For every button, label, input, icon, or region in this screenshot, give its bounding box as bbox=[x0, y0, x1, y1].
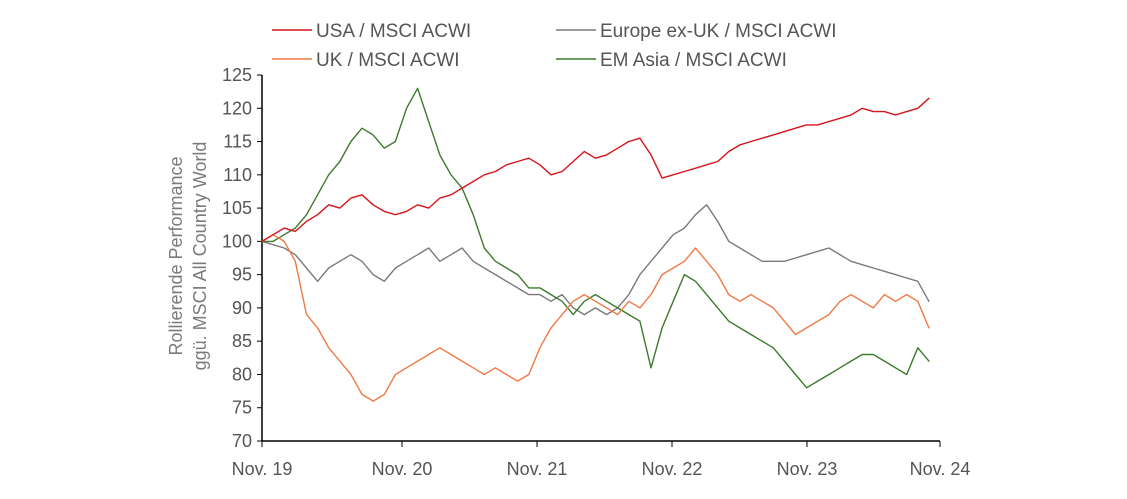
y-tick-label: 105 bbox=[222, 198, 252, 218]
series-line-2 bbox=[261, 204, 930, 316]
y-tick-label: 95 bbox=[232, 265, 252, 285]
y-tick-label: 110 bbox=[223, 165, 252, 185]
series-layer bbox=[261, 87, 930, 402]
legend-label-0: USA / MSCI ACWI bbox=[316, 21, 471, 42]
x-tick-label: Nov. 22 bbox=[642, 459, 703, 479]
y-tick-label: 80 bbox=[232, 364, 252, 384]
legend: USA / MSCI ACWI UK / MSCI ACWI Europe ex-U… bbox=[272, 21, 837, 71]
y-axis-title-line-2: ggü. MSCI All Country World bbox=[190, 142, 210, 371]
series-line-0 bbox=[261, 97, 930, 243]
y-tick-label: 100 bbox=[222, 231, 252, 251]
y-tick-label: 120 bbox=[222, 98, 252, 118]
series-line-1 bbox=[261, 234, 930, 402]
series-line-3 bbox=[261, 87, 930, 389]
x-tick-label: Nov. 19 bbox=[232, 459, 293, 479]
y-axis: 70 75 80 85 90 95 100 105 110 115 120 125 bbox=[222, 65, 263, 451]
y-tick-label: 90 bbox=[232, 298, 252, 318]
y-tick-label: 115 bbox=[223, 132, 252, 152]
y-axis-title-line-1: Rollierende Performance bbox=[166, 156, 186, 355]
y-tick-label: 85 bbox=[232, 331, 252, 351]
x-tick-label: Nov. 20 bbox=[372, 459, 433, 479]
y-tick-label: 75 bbox=[232, 398, 252, 418]
x-tick-label: Nov. 24 bbox=[910, 459, 971, 479]
legend-label-2: Europe ex-UK / MSCI ACWI bbox=[600, 21, 837, 42]
legend-label-3: EM Asia / MSCI ACWI bbox=[600, 50, 787, 71]
y-axis-title: Rollierende Performance ggü. MSCI All Co… bbox=[166, 142, 210, 371]
y-tick-label: 70 bbox=[232, 431, 252, 451]
legend-label-1: UK / MSCI ACWI bbox=[316, 50, 460, 71]
x-axis: Nov. 19 Nov. 20 Nov. 21 Nov. 22 Nov. 23 Nov. … bbox=[232, 440, 971, 479]
x-tick-label: Nov. 21 bbox=[507, 459, 568, 479]
y-tick-label: 125 bbox=[222, 65, 252, 85]
x-tick-label: Nov. 23 bbox=[777, 459, 838, 479]
